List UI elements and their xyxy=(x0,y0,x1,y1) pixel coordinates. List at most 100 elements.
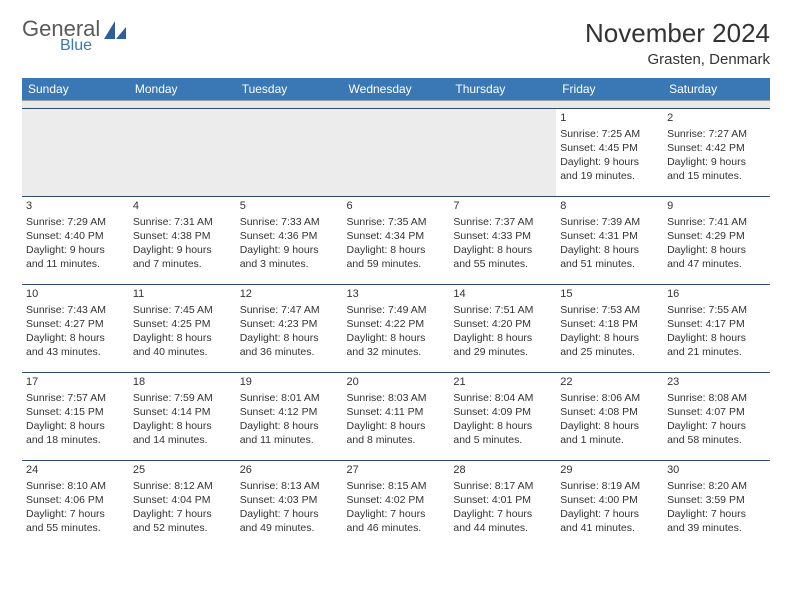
daylight-text: Daylight: 8 hours and 59 minutes. xyxy=(347,243,446,271)
sunset-text: Sunset: 4:25 PM xyxy=(133,317,232,331)
calendar-cell: 8Sunrise: 7:39 AMSunset: 4:31 PMDaylight… xyxy=(556,197,663,285)
daylight-text: Daylight: 8 hours and 55 minutes. xyxy=(453,243,552,271)
day-number: 9 xyxy=(667,199,766,214)
sunrise-text: Sunrise: 8:13 AM xyxy=(240,479,339,493)
sunrise-text: Sunrise: 8:10 AM xyxy=(26,479,125,493)
sunrise-text: Sunrise: 7:45 AM xyxy=(133,303,232,317)
daylight-text: Daylight: 7 hours and 49 minutes. xyxy=(240,507,339,535)
sunrise-text: Sunrise: 7:39 AM xyxy=(560,215,659,229)
calendar-cell: 5Sunrise: 7:33 AMSunset: 4:36 PMDaylight… xyxy=(236,197,343,285)
calendar-week: 10Sunrise: 7:43 AMSunset: 4:27 PMDayligh… xyxy=(22,285,770,373)
sunset-text: Sunset: 4:04 PM xyxy=(133,493,232,507)
calendar-cell: 12Sunrise: 7:47 AMSunset: 4:23 PMDayligh… xyxy=(236,285,343,373)
daylight-text: Daylight: 9 hours and 19 minutes. xyxy=(560,155,659,183)
day-number: 7 xyxy=(453,199,552,214)
sunrise-text: Sunrise: 7:33 AM xyxy=(240,215,339,229)
daylight-text: Daylight: 8 hours and 51 minutes. xyxy=(560,243,659,271)
sunset-text: Sunset: 4:33 PM xyxy=(453,229,552,243)
day-header-row: SundayMondayTuesdayWednesdayThursdayFrid… xyxy=(22,78,770,101)
daylight-text: Daylight: 7 hours and 55 minutes. xyxy=(26,507,125,535)
calendar-week: 1Sunrise: 7:25 AMSunset: 4:45 PMDaylight… xyxy=(22,109,770,197)
daylight-text: Daylight: 8 hours and 11 minutes. xyxy=(240,419,339,447)
day-number: 21 xyxy=(453,375,552,390)
calendar-cell: 17Sunrise: 7:57 AMSunset: 4:15 PMDayligh… xyxy=(22,373,129,461)
sunset-text: Sunset: 4:27 PM xyxy=(26,317,125,331)
daylight-text: Daylight: 7 hours and 46 minutes. xyxy=(347,507,446,535)
daylight-text: Daylight: 8 hours and 32 minutes. xyxy=(347,331,446,359)
sunrise-text: Sunrise: 7:59 AM xyxy=(133,391,232,405)
daylight-text: Daylight: 8 hours and 40 minutes. xyxy=(133,331,232,359)
sunrise-text: Sunrise: 8:06 AM xyxy=(560,391,659,405)
daylight-text: Daylight: 8 hours and 43 minutes. xyxy=(26,331,125,359)
sunset-text: Sunset: 4:15 PM xyxy=(26,405,125,419)
calendar-cell: 3Sunrise: 7:29 AMSunset: 4:40 PMDaylight… xyxy=(22,197,129,285)
calendar-cell: 1Sunrise: 7:25 AMSunset: 4:45 PMDaylight… xyxy=(556,109,663,197)
sunrise-text: Sunrise: 8:12 AM xyxy=(133,479,232,493)
daylight-text: Daylight: 7 hours and 41 minutes. xyxy=(560,507,659,535)
calendar-cell: 23Sunrise: 8:08 AMSunset: 4:07 PMDayligh… xyxy=(663,373,770,461)
daylight-text: Daylight: 7 hours and 58 minutes. xyxy=(667,419,766,447)
day-header: Wednesday xyxy=(343,78,450,101)
sunrise-text: Sunrise: 7:53 AM xyxy=(560,303,659,317)
sunrise-text: Sunrise: 8:08 AM xyxy=(667,391,766,405)
daylight-text: Daylight: 9 hours and 3 minutes. xyxy=(240,243,339,271)
daylight-text: Daylight: 9 hours and 15 minutes. xyxy=(667,155,766,183)
calendar-cell: 26Sunrise: 8:13 AMSunset: 4:03 PMDayligh… xyxy=(236,461,343,549)
calendar-cell xyxy=(343,109,450,197)
sunset-text: Sunset: 4:01 PM xyxy=(453,493,552,507)
calendar-cell: 2Sunrise: 7:27 AMSunset: 4:42 PMDaylight… xyxy=(663,109,770,197)
calendar-cell: 27Sunrise: 8:15 AMSunset: 4:02 PMDayligh… xyxy=(343,461,450,549)
calendar-cell: 6Sunrise: 7:35 AMSunset: 4:34 PMDaylight… xyxy=(343,197,450,285)
calendar-table: SundayMondayTuesdayWednesdayThursdayFrid… xyxy=(22,78,770,549)
calendar-week: 24Sunrise: 8:10 AMSunset: 4:06 PMDayligh… xyxy=(22,461,770,549)
sunset-text: Sunset: 4:06 PM xyxy=(26,493,125,507)
sunset-text: Sunset: 4:08 PM xyxy=(560,405,659,419)
sunset-text: Sunset: 4:20 PM xyxy=(453,317,552,331)
day-number: 19 xyxy=(240,375,339,390)
sunrise-text: Sunrise: 7:31 AM xyxy=(133,215,232,229)
day-number: 26 xyxy=(240,463,339,478)
sunset-text: Sunset: 4:31 PM xyxy=(560,229,659,243)
spacer-row xyxy=(22,101,770,109)
day-header: Thursday xyxy=(449,78,556,101)
month-title: November 2024 xyxy=(585,18,770,49)
sunrise-text: Sunrise: 7:43 AM xyxy=(26,303,125,317)
sunrise-text: Sunrise: 8:01 AM xyxy=(240,391,339,405)
sunset-text: Sunset: 4:42 PM xyxy=(667,141,766,155)
daylight-text: Daylight: 8 hours and 14 minutes. xyxy=(133,419,232,447)
day-header: Friday xyxy=(556,78,663,101)
calendar-cell: 16Sunrise: 7:55 AMSunset: 4:17 PMDayligh… xyxy=(663,285,770,373)
daylight-text: Daylight: 7 hours and 52 minutes. xyxy=(133,507,232,535)
sunrise-text: Sunrise: 8:03 AM xyxy=(347,391,446,405)
day-number: 1 xyxy=(560,111,659,126)
sunrise-text: Sunrise: 7:51 AM xyxy=(453,303,552,317)
day-number: 8 xyxy=(560,199,659,214)
sunset-text: Sunset: 4:18 PM xyxy=(560,317,659,331)
sunset-text: Sunset: 4:29 PM xyxy=(667,229,766,243)
sunset-text: Sunset: 4:14 PM xyxy=(133,405,232,419)
daylight-text: Daylight: 8 hours and 5 minutes. xyxy=(453,419,552,447)
daylight-text: Daylight: 9 hours and 11 minutes. xyxy=(26,243,125,271)
daylight-text: Daylight: 7 hours and 44 minutes. xyxy=(453,507,552,535)
day-number: 16 xyxy=(667,287,766,302)
calendar-week: 3Sunrise: 7:29 AMSunset: 4:40 PMDaylight… xyxy=(22,197,770,285)
calendar-cell: 19Sunrise: 8:01 AMSunset: 4:12 PMDayligh… xyxy=(236,373,343,461)
calendar-cell: 9Sunrise: 7:41 AMSunset: 4:29 PMDaylight… xyxy=(663,197,770,285)
daylight-text: Daylight: 8 hours and 36 minutes. xyxy=(240,331,339,359)
day-number: 14 xyxy=(453,287,552,302)
day-number: 24 xyxy=(26,463,125,478)
sunset-text: Sunset: 4:38 PM xyxy=(133,229,232,243)
calendar-cell: 14Sunrise: 7:51 AMSunset: 4:20 PMDayligh… xyxy=(449,285,556,373)
sunset-text: Sunset: 4:03 PM xyxy=(240,493,339,507)
sunrise-text: Sunrise: 7:49 AM xyxy=(347,303,446,317)
daylight-text: Daylight: 8 hours and 47 minutes. xyxy=(667,243,766,271)
day-number: 15 xyxy=(560,287,659,302)
title-block: November 2024 Grasten, Denmark xyxy=(585,18,770,68)
calendar-cell: 29Sunrise: 8:19 AMSunset: 4:00 PMDayligh… xyxy=(556,461,663,549)
day-number: 23 xyxy=(667,375,766,390)
day-number: 10 xyxy=(26,287,125,302)
sunrise-text: Sunrise: 8:20 AM xyxy=(667,479,766,493)
sunrise-text: Sunrise: 7:29 AM xyxy=(26,215,125,229)
daylight-text: Daylight: 8 hours and 29 minutes. xyxy=(453,331,552,359)
calendar-cell xyxy=(22,109,129,197)
